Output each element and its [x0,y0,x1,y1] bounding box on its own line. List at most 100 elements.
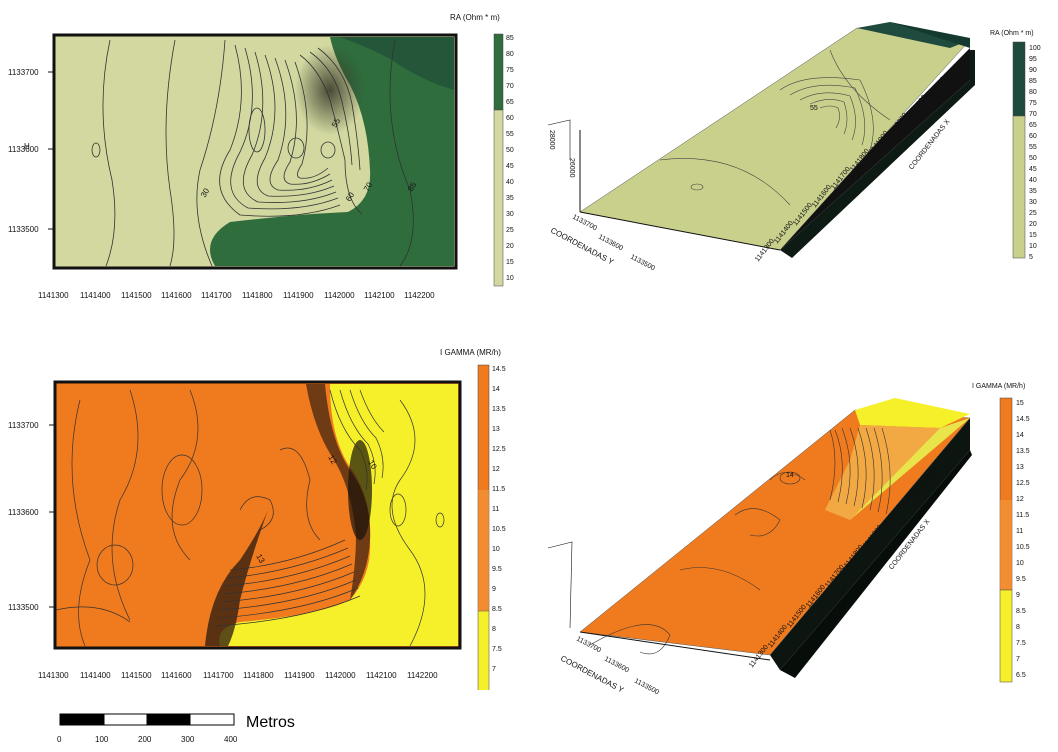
svg-text:20: 20 [506,243,514,250]
svg-text:8: 8 [1016,624,1020,631]
svg-text:8: 8 [492,626,496,633]
svg-text:9: 9 [492,586,496,593]
ra-xtick: 1141300 [38,291,69,300]
svg-text:10: 10 [1016,560,1024,567]
svg-text:12: 12 [492,466,500,473]
ra-3d-y-tick: 1133600 [597,234,624,253]
ra-3d-legend-title: RA (Ohm * m) [990,30,1034,37]
svg-text:14.5: 14.5 [492,366,506,373]
ra-xtick: 1142200 [404,291,435,300]
ra-3d-y-axis-title: COORDENADAS Y [549,226,616,267]
ra-map-2d: 30 55 60 70 85 1133700 1133600 1133500 H… [8,33,514,300]
svg-text:75: 75 [506,67,514,74]
svg-text:12.5: 12.5 [1016,480,1030,487]
gamma-3d-y-tick: 1133700 [575,636,602,655]
ra-3d-legend-ticks: 100 95 90 85 80 75 70 65 60 55 50 45 40 … [1029,45,1041,261]
svg-text:9.5: 9.5 [492,566,502,573]
svg-text:60: 60 [506,115,514,122]
gamma-legend-low [477,610,490,690]
svg-text:8.5: 8.5 [492,606,502,613]
svg-text:10: 10 [492,546,500,553]
svg-text:12.5: 12.5 [492,446,506,453]
svg-text:45: 45 [506,163,514,170]
ra-view-3d: 55 28000 26000 1133700 1133600 1133500 C… [547,22,1041,273]
ra-legend-title: RA (Ohm * m) [450,13,500,22]
svg-text:11: 11 [1016,528,1023,535]
ra-legend-low [493,109,504,287]
gamma-legend-ticks: 14.5 14 13.5 13 12.5 12 11.5 11 10.5 10 … [492,366,506,673]
ra-ytick: 1133600 [8,145,39,154]
ra-contours [91,39,414,267]
svg-text:15: 15 [506,259,514,266]
svg-text:13.5: 13.5 [1016,448,1030,455]
gamma-xtick: 1141500 [121,671,152,680]
gamma-xtick: 1141800 [243,671,274,680]
gamma-xtick: 1142200 [407,671,438,680]
svg-text:300: 300 [181,735,195,744]
svg-text:6.5: 6.5 [1016,672,1026,679]
svg-text:15: 15 [1016,400,1024,407]
ra-3d-y-tick: 1133700 [571,214,598,233]
svg-text:70: 70 [506,83,514,90]
svg-text:85: 85 [506,35,514,42]
ra-legend-high [493,33,504,111]
gamma-3d-legend-title: I GAMMA (MR/h) [972,383,1025,390]
gamma-ytick: 1133600 [8,508,39,517]
svg-text:50: 50 [1029,155,1037,162]
svg-text:10: 10 [506,275,514,282]
gamma-xtick: 1142100 [366,671,397,680]
svg-text:65: 65 [1029,122,1037,129]
gamma-low-zone [219,384,458,646]
svg-text:200: 200 [138,735,152,744]
ra-xtick: 1141700 [201,291,232,300]
svg-text:100: 100 [95,735,109,744]
svg-text:12: 12 [1016,496,1024,503]
gamma-xtick: 1141700 [203,671,234,680]
svg-text:9.5: 9.5 [1016,576,1026,583]
gamma-xtick: 1141900 [284,671,315,680]
svg-text:10.5: 10.5 [492,526,506,533]
gamma-ytick: 1133700 [8,421,39,430]
svg-text:90: 90 [1029,67,1037,74]
svg-text:7.5: 7.5 [1016,640,1026,647]
ra-xtick: 1142100 [364,291,395,300]
gamma-xtick: 1141600 [161,671,192,680]
svg-text:13.5: 13.5 [492,406,506,413]
ra-xtick: 1141900 [283,291,314,300]
svg-text:45: 45 [1029,166,1037,173]
ra-xtick: 1141600 [161,291,192,300]
svg-text:11.5: 11.5 [1016,512,1029,519]
svg-text:13: 13 [492,426,500,433]
svg-text:10.5: 10.5 [1016,544,1030,551]
svg-text:25: 25 [1029,210,1037,217]
svg-text:400: 400 [224,735,238,744]
svg-text:7: 7 [492,666,496,673]
svg-text:30: 30 [1029,199,1037,206]
svg-text:50: 50 [506,147,514,154]
gamma-xtick: 1141300 [38,671,69,680]
svg-text:65: 65 [506,99,514,106]
svg-text:55: 55 [506,131,514,138]
svg-text:13: 13 [1016,464,1024,471]
svg-text:11: 11 [492,506,499,513]
ra-xtick: 1142000 [324,291,355,300]
svg-text:7.5: 7.5 [492,646,502,653]
svg-text:35: 35 [1029,188,1037,195]
svg-text:9: 9 [1016,592,1020,599]
ra-ytick: 1133700 [8,68,39,77]
gamma-map-2d: 12 10 13 1133700 1133600 1133500 1141300… [8,364,506,690]
gamma-ytick: 1133500 [8,603,39,612]
gamma-view-3d: 14 1133700 1133600 1133500 COORDENADAS Y… [547,383,1030,697]
scale-bar: Metros 0 100 200 300 400 [57,713,295,744]
svg-text:7: 7 [1016,656,1020,663]
svg-text:11.5: 11.5 [492,486,505,493]
scale-ticks: 0 100 200 300 400 [57,735,238,744]
svg-text:14: 14 [492,386,500,393]
gamma-3d-y-tick: 1133500 [633,678,660,697]
svg-text:55: 55 [1029,144,1037,151]
svg-text:70: 70 [1029,111,1037,118]
ra-3d-y-tick: 1133500 [629,254,656,273]
gamma-3d-y-tick: 1133600 [603,656,630,675]
svg-text:95: 95 [1029,56,1037,63]
svg-text:30: 30 [506,211,514,218]
